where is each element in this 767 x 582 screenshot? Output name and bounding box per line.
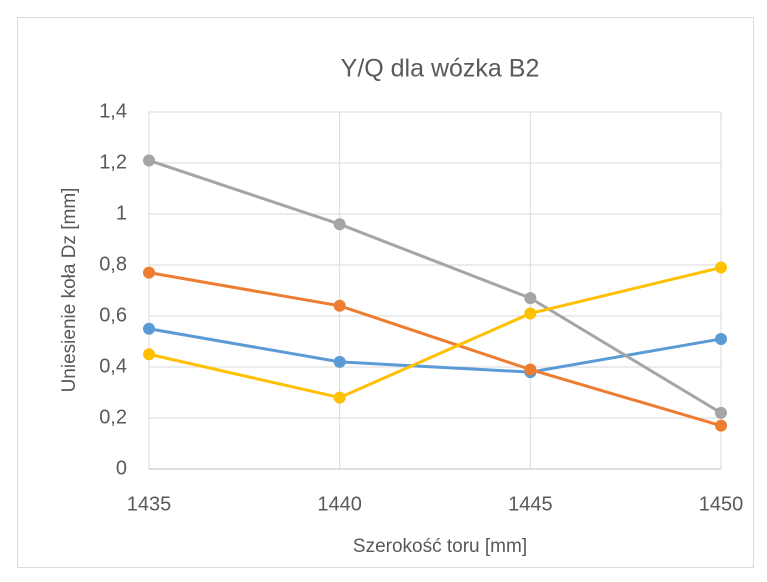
x-tick-label: 1440 <box>317 493 362 515</box>
data-point <box>715 419 727 432</box>
data-point <box>333 218 346 231</box>
data-point <box>715 332 727 345</box>
data-point <box>715 261 727 274</box>
data-point <box>524 307 537 320</box>
series-line <box>148 266 722 400</box>
y-tick-label: 0 <box>116 457 127 479</box>
data-point <box>143 322 155 335</box>
y-tick-label: 1 <box>116 202 127 224</box>
data-point <box>715 406 727 419</box>
y-axis-title: Uniesienie koła Dz [mm] <box>59 188 80 393</box>
data-point <box>333 299 346 312</box>
y-tick-label: 0,2 <box>99 406 127 428</box>
series-line <box>148 271 722 428</box>
y-tick-label: 0,6 <box>99 304 127 326</box>
data-point <box>333 391 346 404</box>
chart-title: Y/Q dla wózka B2 <box>341 55 540 83</box>
x-axis-title: Szerokość toru [mm] <box>353 536 527 557</box>
x-tick-label: 1445 <box>508 493 553 515</box>
x-tick-label: 1450 <box>699 493 744 515</box>
y-tick-label: 0,4 <box>99 355 127 377</box>
data-point <box>143 154 155 167</box>
x-tick-label: 1435 <box>127 493 172 515</box>
data-point <box>524 292 537 305</box>
y-tick-label: 0,8 <box>99 253 127 275</box>
data-point <box>333 355 346 368</box>
data-point <box>524 363 537 376</box>
data-point <box>143 266 155 279</box>
y-tick-label: 1,2 <box>99 151 127 173</box>
y-tick-label: 1,4 <box>99 100 127 122</box>
data-point <box>143 348 155 361</box>
chart-frame <box>17 17 754 568</box>
series-line <box>148 159 722 415</box>
